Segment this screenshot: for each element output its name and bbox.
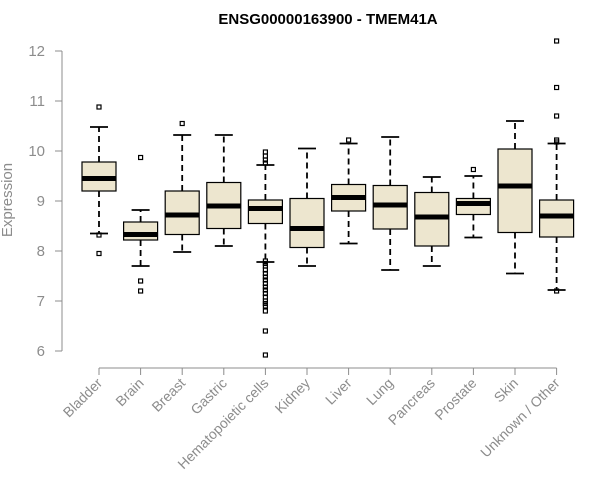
outlier-point [553,139,560,145]
box-group [414,176,450,267]
x-tick-label: Breast [148,375,188,415]
box-group [164,120,200,253]
outlier-point [96,250,102,257]
plot-area [81,38,575,358]
outlier-point [262,149,268,155]
outlier-point [346,137,352,143]
x-tick-label: Liver [322,375,355,408]
x-tick-label: Unknown / Other [477,375,563,461]
x-tick-label: Kidney [272,375,314,417]
outlier-point [262,328,268,334]
outlier-point [262,352,268,358]
box-group [497,120,533,275]
outlier-point [262,157,268,163]
outlier-point [553,84,560,91]
x-tick-label: Brain [112,375,146,409]
outlier-point [262,274,268,280]
y-tick-label: 6 [37,343,45,360]
box-group [81,104,117,257]
outlier-point [553,113,560,119]
y-axis-label: Expression [0,163,16,237]
box [497,148,533,234]
y-tick-label: 12 [28,43,45,60]
outlier-point [262,308,268,314]
outlier-point [553,288,560,294]
y-axis: 6 7 8 9 10 11 12 [28,43,63,360]
outlier-point [96,104,102,110]
outlier-point [470,166,476,173]
outlier-point [138,154,144,161]
box-group [372,136,408,271]
x-tick-label: Skin [491,375,522,406]
box-group [331,137,367,245]
x-tick-label: Bladder [60,375,106,421]
box [289,197,325,249]
outlier-point [553,38,560,44]
outlier-point [138,278,144,284]
outlier-point [138,288,144,294]
box-group [455,166,491,239]
box-group [206,134,242,247]
chart-title: ENSG00000163900 - TMEM41A [218,11,437,28]
x-tick-label: Prostate [431,375,479,423]
box [247,199,283,225]
outlier-point [262,160,268,166]
y-tick-label: 11 [29,93,45,110]
outlier-point [262,303,268,309]
outlier-point [262,153,268,159]
y-tick-label: 10 [28,143,45,160]
box-group [538,38,575,294]
y-tick-label: 8 [37,243,45,260]
outlier-point [262,284,268,290]
box [122,221,159,241]
box-group [247,149,283,358]
outlier-point [179,120,185,127]
y-tick-label: 7 [37,293,45,310]
box-group [289,147,325,267]
y-tick-label: 9 [37,193,45,210]
box-group [122,154,159,294]
box [455,197,491,216]
outlier-point [96,232,102,238]
x-tick-label: Lung [363,375,396,408]
